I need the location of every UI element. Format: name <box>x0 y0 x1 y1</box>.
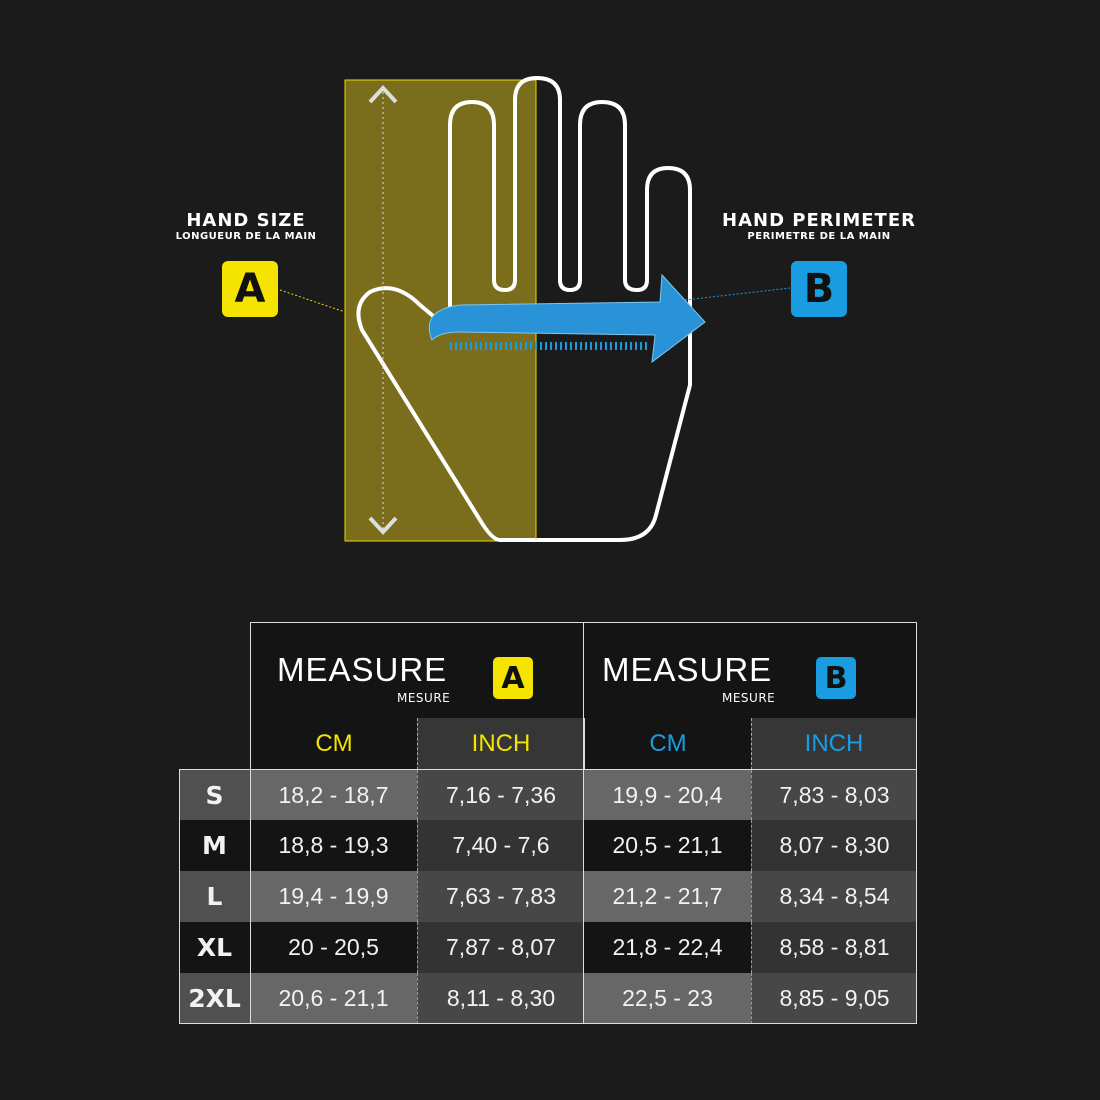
cell-b-inch: 7,83 - 8,03 <box>751 770 917 820</box>
measure-a-header: MEASURE MESURE A <box>250 622 584 719</box>
arrow-down-icon <box>368 516 398 535</box>
measure-a-title: MEASURE <box>277 651 448 688</box>
cell-b-cm: 21,8 - 22,4 <box>584 922 751 973</box>
cell-b-inch: 8,07 - 8,30 <box>751 820 917 871</box>
cell-b-cm: 19,9 - 20,4 <box>584 770 751 820</box>
badge-b: B <box>791 261 847 317</box>
hand-perimeter-subtitle: PERIMETRE DE LA MAIN <box>747 231 891 242</box>
cell-b-cm: 22,5 - 23 <box>584 973 751 1024</box>
cell-b-inch: 8,58 - 8,81 <box>751 922 917 973</box>
perimeter-arrow-icon <box>428 273 706 364</box>
measure-b-badge: B <box>816 657 856 699</box>
arrow-up-icon <box>368 85 398 104</box>
hand-perimeter-label: HAND PERIMETER PERIMETRE DE LA MAIN <box>720 210 918 242</box>
badge-a: A <box>222 261 278 317</box>
size-label: S <box>179 770 250 820</box>
size-label: M <box>179 820 250 871</box>
hand-size-subtitle: LONGUEUR DE LA MAIN <box>175 231 317 242</box>
measure-a-cm-header: CM <box>250 718 417 770</box>
measure-b-inch-header: INCH <box>751 718 917 770</box>
measure-a-subtitle: MESURE <box>397 691 451 705</box>
size-label: XL <box>179 922 250 973</box>
hand-perimeter-title: HAND PERIMETER <box>722 210 916 231</box>
measure-b-subtitle: MESURE <box>722 691 776 705</box>
cell-a-cm: 18,2 - 18,7 <box>250 770 417 820</box>
measure-b-title: MEASURE <box>602 651 773 688</box>
size-label: L <box>179 871 250 922</box>
measure-a-inch-header: INCH <box>417 718 584 770</box>
cell-a-cm: 20,6 - 21,1 <box>250 973 417 1024</box>
cell-a-inch: 8,11 - 8,30 <box>417 973 584 1024</box>
hand-size-label: HAND SIZE LONGUEUR DE LA MAIN <box>170 210 322 242</box>
hand-size-title: HAND SIZE <box>186 210 306 231</box>
cell-b-cm: 21,2 - 21,7 <box>584 871 751 922</box>
cell-a-cm: 18,8 - 19,3 <box>250 820 417 871</box>
cell-a-inch: 7,63 - 7,83 <box>417 871 584 922</box>
measure-b-cm-header: CM <box>584 718 751 770</box>
cell-a-inch: 7,87 - 8,07 <box>417 922 584 973</box>
measure-b-header: MEASURE MESURE B <box>583 622 917 719</box>
size-label: 2XL <box>179 973 250 1024</box>
cell-b-cm: 20,5 - 21,1 <box>584 820 751 871</box>
cell-a-inch: 7,40 - 7,6 <box>417 820 584 871</box>
measure-a-badge: A <box>493 657 533 699</box>
cell-a-cm: 20 - 20,5 <box>250 922 417 973</box>
cell-b-inch: 8,85 - 9,05 <box>751 973 917 1024</box>
cell-a-inch: 7,16 - 7,36 <box>417 770 584 820</box>
cell-a-cm: 19,4 - 19,9 <box>250 871 417 922</box>
cell-b-inch: 8,34 - 8,54 <box>751 871 917 922</box>
hand-diagram <box>279 76 791 542</box>
